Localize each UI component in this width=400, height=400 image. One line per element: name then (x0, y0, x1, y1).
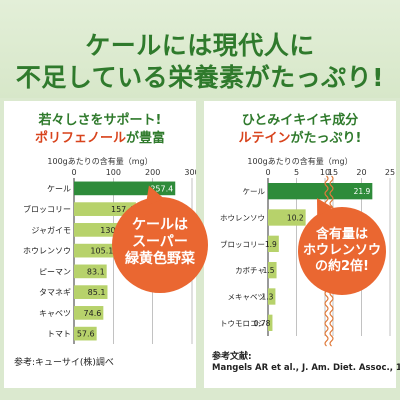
category-label: ブロッコリー (220, 239, 265, 249)
category-label: ケール (243, 187, 266, 196)
bar (74, 326, 97, 341)
bubble-text: 含有量は ホウレンソウ の約2倍! (298, 227, 386, 275)
bubble-line: ホウレンソウ (302, 243, 381, 258)
bubble-text: ケールは スーパー 緑黄色野菜 (112, 217, 208, 268)
kale-super-veg-bubble: ケールは スーパー 緑黄色野菜 (112, 182, 208, 293)
tick-label: 100 (106, 168, 121, 177)
category-label: ホウレンソウ (220, 214, 265, 223)
lutein-unit-label: 100gあたりの含有量（mg） (247, 157, 353, 166)
category-label: カボチャ (235, 266, 265, 275)
category-label: ジャガイモ (31, 225, 71, 235)
polyphenol-title-line-1: 若々しさをサポート! (38, 113, 162, 128)
bubble-line: ケールは (132, 217, 188, 233)
bubble-line: スーパー (132, 234, 188, 250)
tick-label: 300 (184, 168, 196, 177)
data-label: 105.1 (90, 247, 113, 256)
bar (74, 202, 136, 216)
data-label: 85.1 (88, 288, 106, 297)
polyphenol-unit-label: 100gあたりの含有量（mg） (47, 157, 153, 166)
category-label: ピーマン (39, 267, 71, 276)
data-label: 257.4 (150, 184, 173, 193)
bar (74, 243, 116, 258)
data-label: 1.5 (263, 266, 275, 275)
tick-label: 0 (265, 168, 270, 177)
headline-area: ケールには現代人に 不足している栄養素がたっぷり! (0, 0, 400, 98)
tick-label: 5 (294, 168, 299, 177)
headline-line-1: ケールには現代人に (85, 31, 315, 60)
bar (268, 288, 276, 305)
tick-label: 200 (145, 168, 160, 177)
tick-label: 10 (320, 168, 330, 177)
bubble-line: 緑黄色野菜 (125, 251, 195, 267)
bar (74, 285, 108, 299)
lutein-keyword: ルテイン (238, 131, 291, 146)
category-label: タマネギ (39, 288, 71, 297)
bar (74, 181, 176, 196)
bar (268, 262, 277, 279)
tick-label: 15 (328, 168, 338, 177)
category-label: ホウレンソウ (23, 247, 71, 256)
data-label: 0.78 (254, 319, 271, 328)
category-label: ケール (47, 184, 71, 193)
category-label: キャベツ (39, 309, 71, 318)
polyphenol-title-rest: が豊富 (126, 131, 166, 146)
bar (268, 209, 306, 226)
data-label: 1.3 (261, 293, 273, 302)
lutein-title-line-2: ルテインがたっぷり! (204, 127, 396, 146)
polyphenol-source: 参考:キューサイ(株)調べ (14, 358, 114, 368)
tick-label: 20 (356, 168, 366, 177)
lutein-source-text: Mangels AR et al., J. Am. Diet. Assoc., … (212, 363, 400, 373)
lutein-title-rest: がたっぷり! (290, 131, 362, 146)
category-label: トウモロコシ (220, 319, 265, 328)
data-label: 21.9 (354, 187, 371, 196)
polyphenol-bar-chart: 0 100 200 300 ケール 257.4 ブロッコリー 157.4 ジャガイモ 130.1 ホ… (23, 168, 196, 344)
polyphenol-title-line-2: ポリフェノールが豊富 (4, 127, 196, 146)
tick-label: 25 (385, 168, 395, 177)
lutein-twice-bubble: 含有量は ホウレンソウ の約2倍! (298, 193, 386, 295)
bubble-line: の約2倍! (315, 259, 369, 274)
polyphenol-keyword: ポリフェノール (34, 131, 126, 146)
data-label: 157.4 (111, 205, 134, 214)
category-label: メキャベツ (228, 293, 266, 302)
bar (268, 314, 273, 331)
data-label: 57.6 (77, 330, 95, 339)
lutein-title-line-1: ひとみイキイキ成分 (241, 113, 359, 128)
bar (74, 306, 104, 320)
bubble-line: 含有量は (315, 227, 368, 242)
tick-label: 0 (71, 168, 76, 177)
bar (74, 264, 107, 279)
data-label: 74.6 (84, 309, 102, 318)
headline-line-2: 不足している栄養素がたっぷり! (15, 63, 385, 92)
bar (268, 235, 279, 252)
data-label: 1.9 (265, 240, 277, 249)
bar (268, 183, 373, 200)
lutein-source-label: 参考文献: (212, 352, 252, 362)
category-label: ブロッコリー (23, 204, 71, 214)
data-label: 10.2 (287, 214, 304, 223)
data-label: 130.1 (100, 226, 123, 235)
data-label: 83.1 (87, 267, 105, 276)
category-label: トマト (47, 330, 71, 339)
